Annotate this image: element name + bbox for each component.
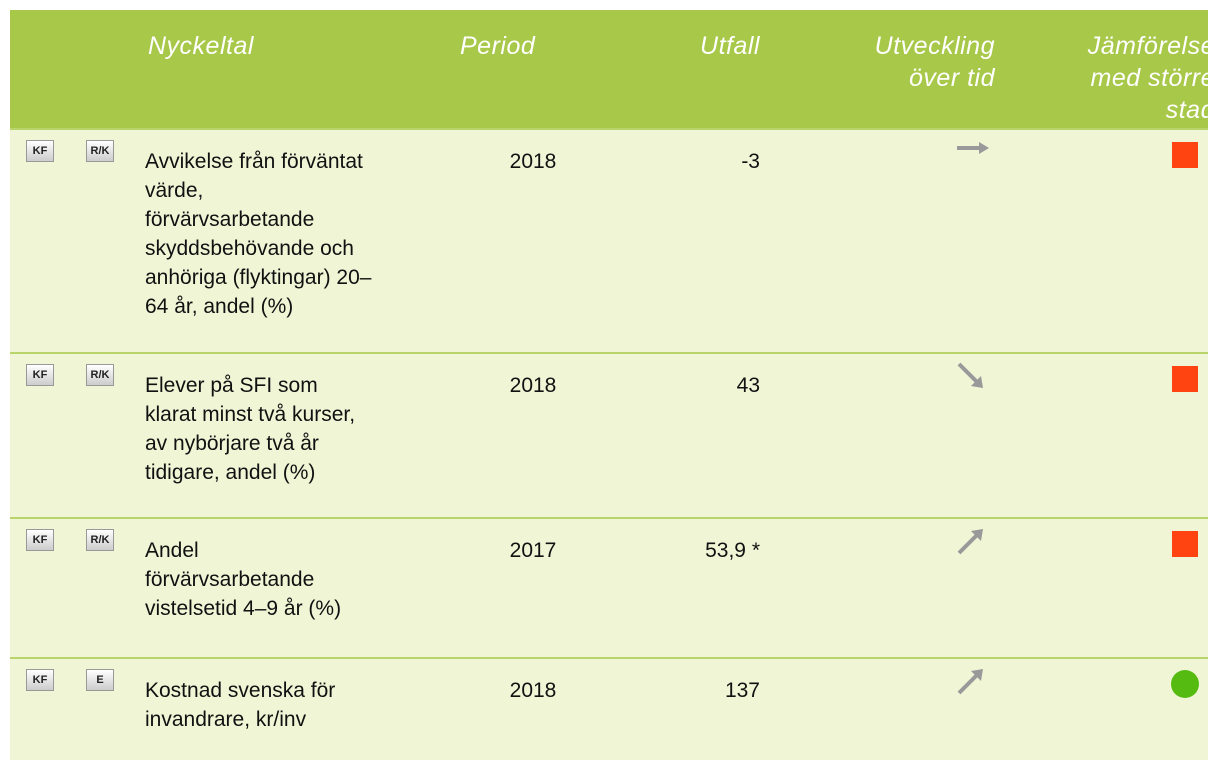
trend-icon (957, 362, 983, 388)
table-row: KF R/K Avvikelse från förväntat värde, för… (10, 128, 1208, 354)
trend-icon (957, 529, 983, 555)
indicator: Andel förvärvsarbetande vistelsetid 4–9 … (145, 539, 342, 620)
outcome: 137 (724, 679, 760, 702)
period: 2018 (509, 679, 557, 702)
badge: R/K (86, 140, 114, 162)
badge: KF (26, 669, 54, 691)
badge: KF (26, 529, 54, 551)
header-trend: Utveckling över tid (874, 32, 995, 92)
badge: KF (26, 364, 54, 386)
badge: E (86, 669, 114, 691)
header-indicator: Nyckeltal (148, 32, 254, 60)
header-comparison: Jämförelse med större stad (1087, 32, 1208, 124)
badge: R/K (86, 529, 114, 551)
trend-icon (957, 142, 989, 154)
status-icon (1172, 366, 1198, 392)
outcome: -3 (741, 150, 760, 173)
badge: KF (26, 140, 54, 162)
table-row: KF R/K Andel förvärvsarbetande vistelsetid… (10, 517, 1208, 659)
trend-icon (957, 669, 983, 695)
table-row: KF E Kostnad svenska för invandrare, kr/in… (10, 657, 1208, 760)
outcome: 53,9 * (705, 539, 760, 562)
status-icon (1171, 670, 1199, 698)
header-outcome: Utfall (700, 32, 760, 60)
period: 2017 (509, 539, 557, 562)
indicator: Elever på SFI som klarat minst två kurse… (145, 374, 356, 484)
indicator: Kostnad svenska för invandrare, kr/inv (145, 679, 336, 731)
header-period: Period (460, 32, 536, 60)
badge: R/K (86, 364, 114, 386)
table-row: KF R/K Elever på SFI som klarat minst två … (10, 352, 1208, 519)
period: 2018 (509, 150, 557, 173)
header-row: Nyckeltal Period Utfall Utveckling över … (10, 10, 1208, 128)
outcome: 43 (736, 374, 760, 397)
status-icon (1172, 531, 1198, 557)
period: 2018 (509, 374, 557, 397)
indicator: Avvikelse från förväntat värde, förvärvs… (145, 150, 372, 318)
status-icon (1172, 142, 1198, 168)
